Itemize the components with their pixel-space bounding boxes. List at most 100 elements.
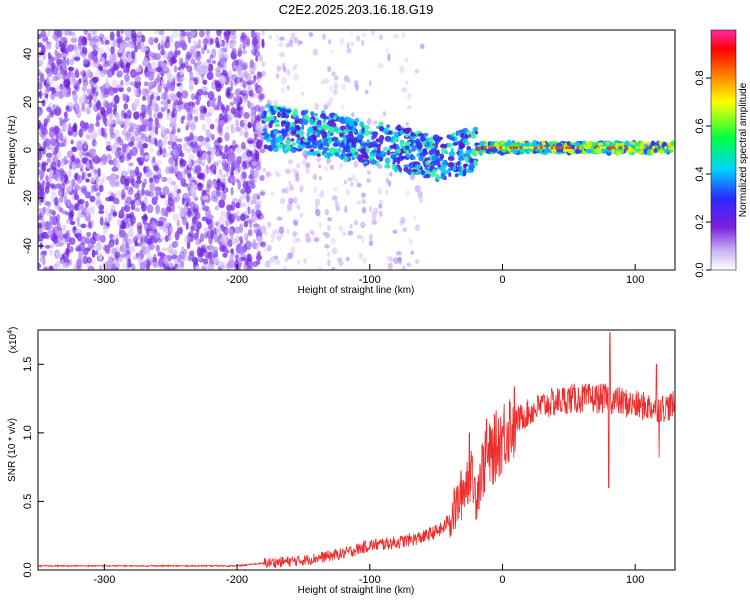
signal-blob [541, 140, 546, 146]
noise-blob [219, 148, 223, 156]
noise-blob [38, 59, 44, 65]
noise-blob [88, 148, 96, 154]
noise-blob [38, 70, 42, 75]
noise-blob [121, 129, 127, 136]
signal-blob [267, 145, 272, 150]
noise-blob [206, 183, 211, 193]
noise-blob [294, 177, 301, 183]
signal-blob [570, 149, 574, 155]
noise-blob [198, 172, 205, 180]
signal-peak [603, 146, 606, 150]
noise-blob [224, 131, 229, 142]
signal-blob [263, 110, 267, 116]
noise-blob [57, 188, 64, 197]
signal-blob [630, 141, 635, 146]
noise-blob [195, 238, 201, 246]
noise-blob [320, 80, 324, 85]
signal-blob [463, 163, 469, 167]
noise-blob [95, 200, 102, 207]
noise-blob [301, 158, 307, 166]
noise-blob [333, 89, 338, 96]
noise-blob [387, 262, 393, 270]
noise-blob [124, 36, 131, 41]
noise-blob [195, 265, 200, 270]
noise-blob [58, 69, 64, 80]
noise-blob [63, 111, 68, 119]
noise-blob [110, 110, 114, 119]
noise-blob [185, 200, 190, 206]
noise-blob [402, 227, 407, 233]
noise-blob [76, 232, 82, 242]
top-xtick-label: -200 [226, 274, 248, 286]
noise-blob [160, 125, 165, 133]
noise-blob [239, 43, 243, 50]
signal-blob [398, 167, 402, 173]
signal-peak [599, 146, 603, 150]
signal-blob [341, 149, 345, 156]
signal-blob [312, 130, 317, 135]
noise-blob [219, 260, 223, 269]
noise-blob [270, 256, 277, 262]
noise-blob [191, 212, 195, 218]
signal-blob [342, 136, 347, 144]
noise-blob [258, 93, 265, 100]
noise-blob [237, 180, 241, 190]
noise-blob [190, 93, 196, 101]
noise-blob [205, 30, 211, 36]
noise-blob [341, 231, 347, 237]
noise-blob [201, 86, 208, 93]
noise-blob [144, 222, 151, 232]
noise-blob [232, 65, 238, 70]
signal-blob [325, 125, 331, 130]
noise-blob [213, 181, 217, 189]
noise-blob [299, 212, 304, 218]
noise-blob [257, 212, 264, 221]
noise-blob [58, 266, 66, 270]
noise-blob [169, 224, 173, 234]
noise-blob [69, 210, 75, 218]
signal-blob [270, 144, 277, 149]
signal-blob [317, 131, 321, 138]
noise-blob [207, 69, 213, 78]
noise-blob [134, 200, 140, 207]
signal-blob [281, 112, 287, 119]
noise-blob [313, 186, 318, 194]
noise-blob [230, 257, 235, 268]
noise-blob [258, 53, 263, 63]
noise-blob [414, 68, 420, 74]
noise-blob [50, 147, 55, 152]
noise-blob [109, 101, 115, 108]
noise-blob [92, 38, 99, 43]
noise-blob [39, 210, 45, 219]
signal-blob [472, 127, 477, 132]
signal-blob [420, 169, 426, 175]
noise-blob [179, 209, 185, 218]
signal-peak [628, 146, 631, 150]
signal-blob [351, 129, 356, 133]
noise-blob [247, 121, 252, 129]
noise-blob [284, 257, 289, 263]
noise-blob [203, 107, 207, 114]
noise-blob [56, 229, 62, 236]
noise-blob [93, 152, 97, 158]
noise-blob [189, 250, 195, 257]
noise-blob [235, 254, 239, 262]
noise-blob [257, 87, 265, 92]
noise-blob [64, 196, 68, 206]
signal-blob [454, 173, 459, 178]
signal-blob [345, 147, 352, 153]
signal-blob [348, 120, 355, 127]
noise-blob [347, 79, 351, 84]
signal-blob [466, 145, 471, 151]
noise-blob [131, 50, 136, 60]
noise-blob [161, 35, 167, 43]
noise-blob [142, 165, 150, 173]
noise-blob [149, 147, 154, 153]
noise-blob [275, 172, 282, 178]
signal-blob [378, 156, 384, 162]
noise-blob [348, 30, 354, 35]
noise-blob [149, 181, 155, 192]
noise-blob [95, 250, 99, 256]
noise-blob [345, 256, 350, 262]
